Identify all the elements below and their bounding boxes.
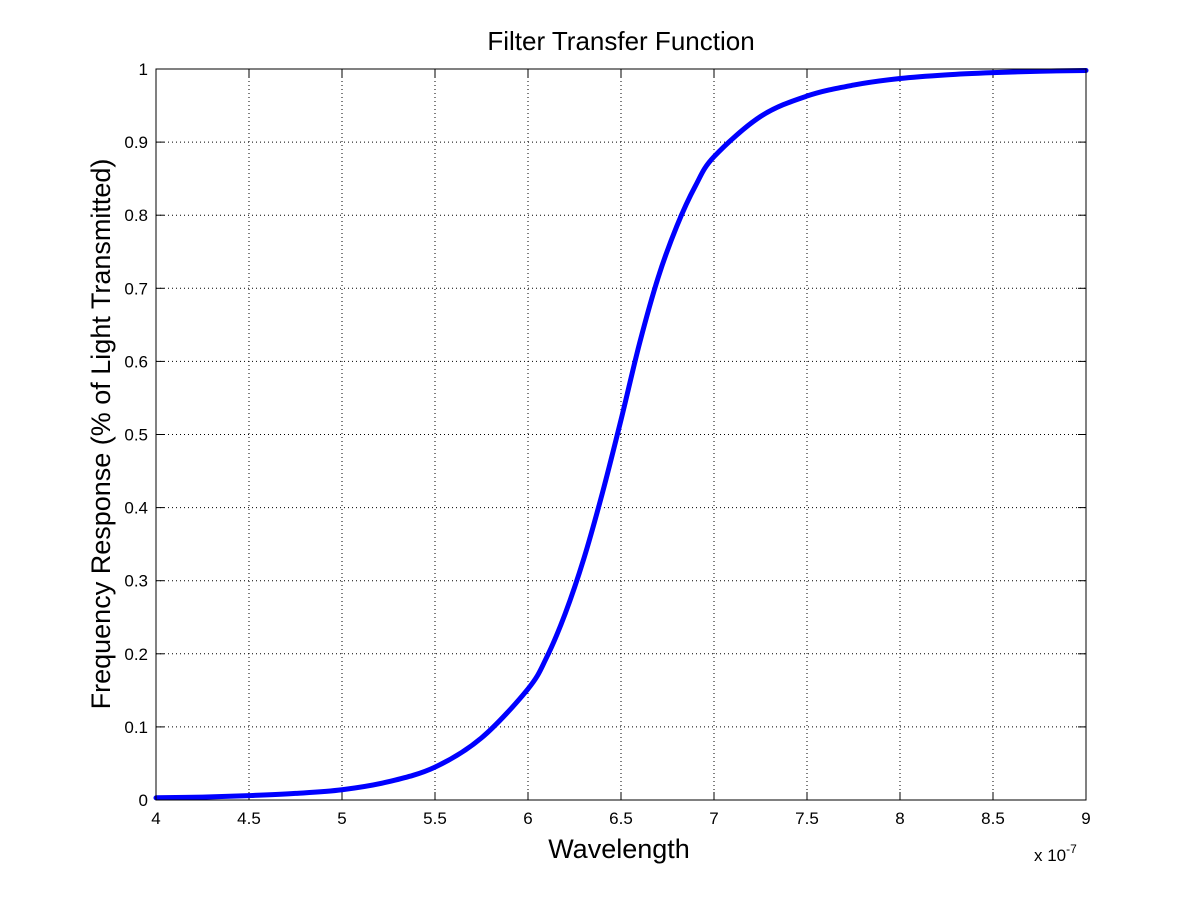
- series-group: [153, 67, 1089, 801]
- x-tick-label: 9: [1081, 809, 1090, 828]
- x-multiplier: x 10-7: [1034, 842, 1077, 865]
- grid: [156, 69, 1086, 800]
- x-tick-label: 5: [337, 809, 346, 828]
- x-tick-label: 5.5: [423, 809, 447, 828]
- ticks: [155, 68, 1087, 801]
- y-tick-labels: 0 0.1 0.2 0.3 0.4 0.5 0.6 0.7 0.8 0.9 1: [124, 60, 148, 810]
- x-tick-label: 6.5: [609, 809, 633, 828]
- x-tick-label: 8: [895, 809, 904, 828]
- y-tick-label: 0.2: [124, 645, 148, 664]
- x-multiplier-base: x 10: [1034, 846, 1066, 865]
- plot-frame: [155, 68, 1087, 801]
- y-tick-label: 0.3: [124, 572, 148, 591]
- y-tick-label: 0.6: [124, 352, 148, 371]
- y-tick-label: 0.7: [124, 279, 148, 298]
- series-line: [153, 67, 1089, 801]
- x-tick-label: 6: [523, 809, 532, 828]
- y-tick-label: 0.5: [124, 426, 148, 445]
- x-tick-label: 7: [709, 809, 718, 828]
- chart-title: Filter Transfer Function: [487, 26, 754, 56]
- y-tick-label: 0: [139, 791, 148, 810]
- y-tick-label: 0.4: [124, 499, 148, 518]
- y-tick-label: 0.8: [124, 206, 148, 225]
- y-axis-label: Frequency Response (% of Light Transmitt…: [86, 159, 116, 710]
- x-tick-label: 7.5: [795, 809, 819, 828]
- x-tick-label: 8.5: [981, 809, 1005, 828]
- x-axis-label: Wavelength: [548, 834, 690, 864]
- y-tick-label: 0.9: [124, 133, 148, 152]
- x-tick-labels: 4 4.5 5 5.5 6 6.5 7 7.5 8 8.5 9: [151, 809, 1090, 828]
- x-multiplier-exponent: -7: [1066, 842, 1077, 856]
- x-tick-label: 4: [151, 809, 160, 828]
- y-tick-label: 1: [139, 60, 148, 79]
- y-tick-label: 0.1: [124, 718, 148, 737]
- x-tick-label: 4.5: [237, 809, 261, 828]
